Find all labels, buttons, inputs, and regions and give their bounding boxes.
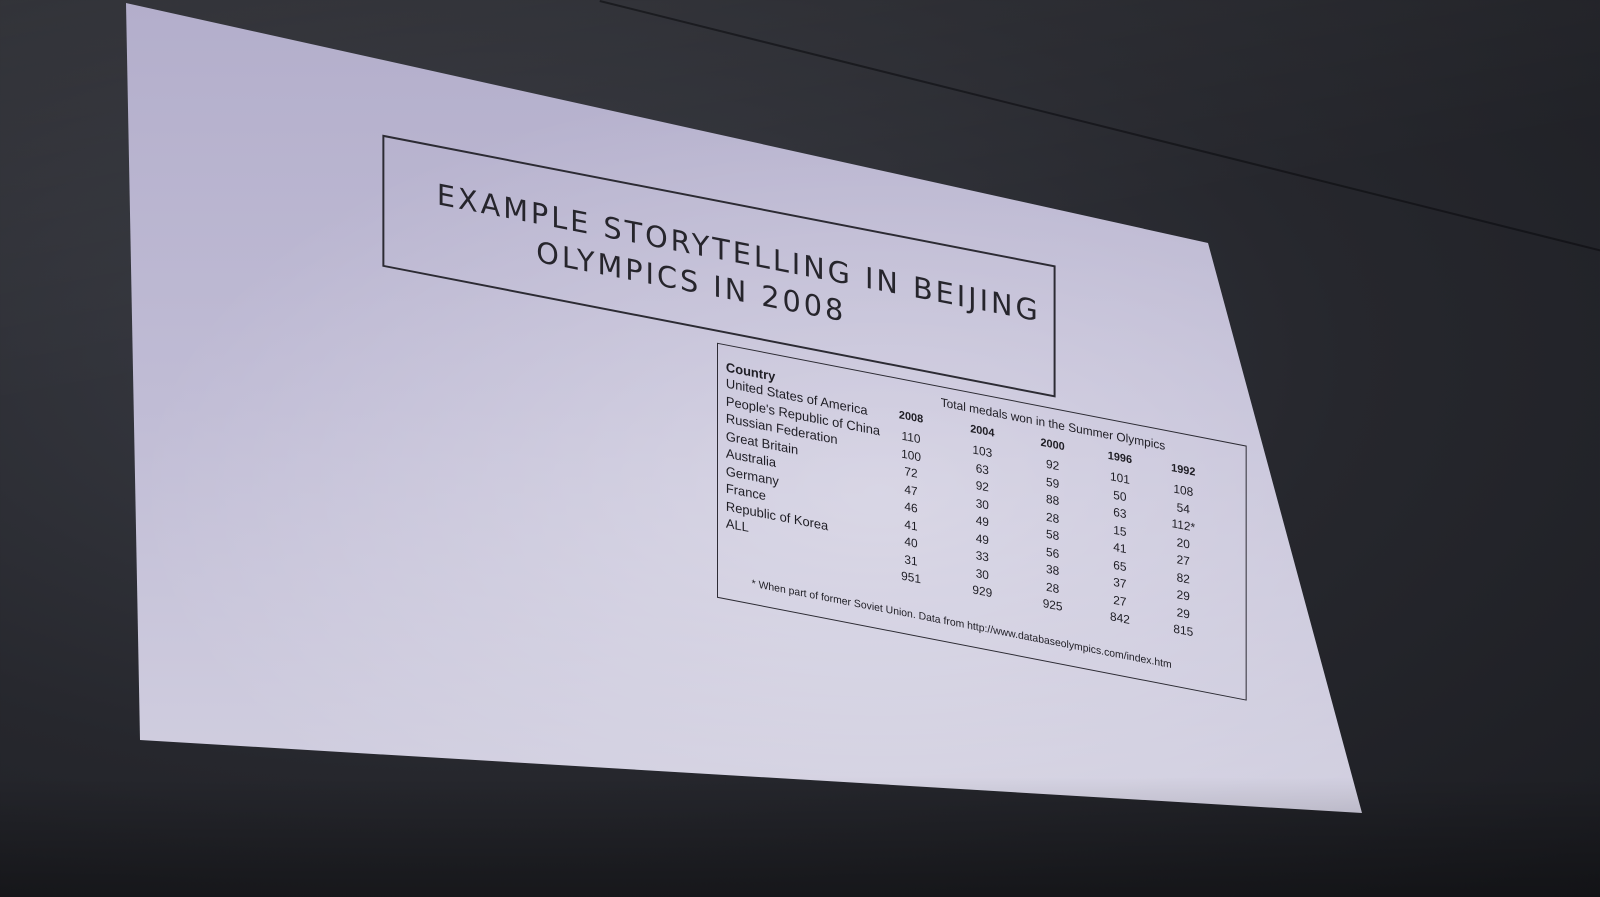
values-1992-column: 108 54 112* 20 27 82 29 29 815 [1163,479,1203,644]
year-header-2008: 2008 [898,409,924,426]
values-2008-column: 110 100 72 47 46 41 40 31 951 [891,426,931,591]
floor-shadow [0,777,1600,897]
year-header-1992: 1992 [1171,462,1196,479]
values-2000-column: 92 59 88 28 58 56 38 28 925 [1033,453,1073,618]
year-header-2004: 2004 [970,422,995,440]
year-header-2000: 2000 [1040,436,1065,454]
country-column: United States of America People's Republ… [726,374,880,561]
values-2004-column: 103 63 92 30 49 49 33 30 929 [963,439,1003,604]
values-1996-column: 101 50 63 15 41 65 37 27 842 [1100,466,1140,631]
year-header-1996: 1996 [1107,449,1133,467]
medals-table: Country Total medals won in the Summer O… [717,342,1247,701]
